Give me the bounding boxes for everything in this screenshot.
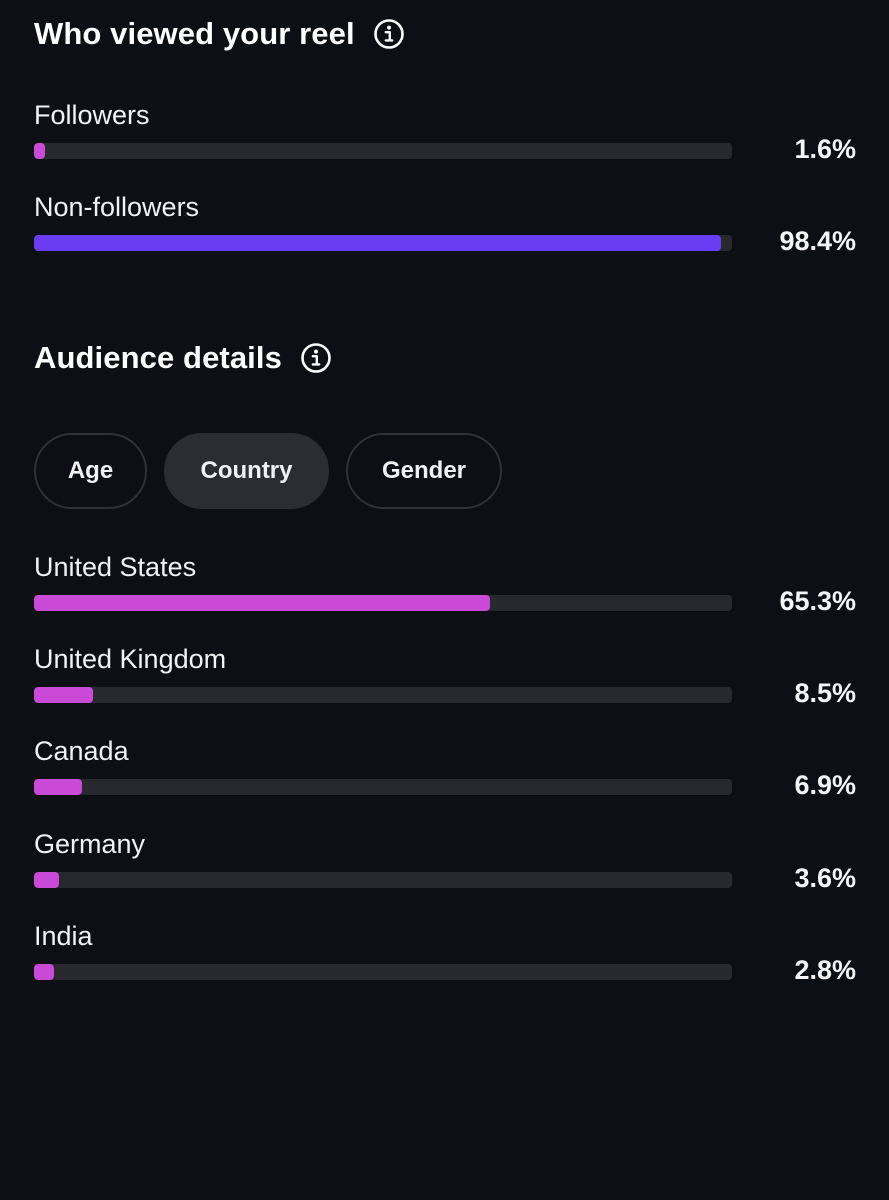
progress-bar-fill	[34, 143, 45, 159]
progress-bar-fill	[34, 687, 93, 703]
tab-country[interactable]: Country	[164, 433, 329, 509]
progress-bar-track	[34, 143, 732, 159]
row-label: Non-followers	[34, 192, 200, 222]
progress-bar-fill	[34, 779, 82, 795]
row-label: United States	[34, 552, 197, 582]
followers-row: Followers 1.6%	[34, 99, 856, 179]
row-value: 8.5%	[794, 678, 856, 708]
progress-bar-track	[34, 687, 732, 703]
progress-bar-track	[34, 779, 732, 795]
progress-bar-track	[34, 872, 732, 888]
info-icon[interactable]	[300, 342, 332, 374]
audience-tabs: Age Country Gender	[34, 433, 502, 509]
country-row-united-kingdom: United Kingdom 8.5%	[34, 643, 856, 723]
progress-bar-fill	[34, 235, 721, 251]
progress-bar-fill	[34, 964, 54, 980]
tab-age[interactable]: Age	[34, 433, 147, 509]
non-followers-row: Non-followers 98.4%	[34, 191, 856, 271]
country-row-india: India 2.8%	[34, 920, 856, 1000]
country-row-united-states: United States 65.3%	[34, 551, 856, 631]
audience-section-header: Audience details	[34, 340, 332, 376]
audience-section-title: Audience details	[34, 340, 282, 375]
viewers-section-header: Who viewed your reel	[34, 16, 405, 52]
progress-bar-fill	[34, 595, 490, 611]
row-label: India	[34, 921, 93, 951]
viewers-section-title: Who viewed your reel	[34, 16, 355, 51]
tab-gender[interactable]: Gender	[346, 433, 502, 509]
country-row-canada: Canada 6.9%	[34, 735, 856, 815]
info-icon[interactable]	[373, 18, 405, 50]
row-value: 98.4%	[779, 226, 856, 256]
row-label: Followers	[34, 100, 150, 130]
progress-bar-track	[34, 235, 732, 251]
row-label: United Kingdom	[34, 644, 227, 674]
row-value: 2.8%	[794, 955, 856, 985]
row-label: Canada	[34, 736, 129, 766]
country-row-germany: Germany 3.6%	[34, 828, 856, 908]
row-label: Germany	[34, 829, 146, 859]
progress-bar-track	[34, 964, 732, 980]
progress-bar-track	[34, 595, 732, 611]
row-value: 6.9%	[794, 770, 856, 800]
row-value: 65.3%	[779, 586, 856, 616]
row-value: 1.6%	[794, 134, 856, 164]
progress-bar-fill	[34, 872, 59, 888]
row-value: 3.6%	[794, 863, 856, 893]
